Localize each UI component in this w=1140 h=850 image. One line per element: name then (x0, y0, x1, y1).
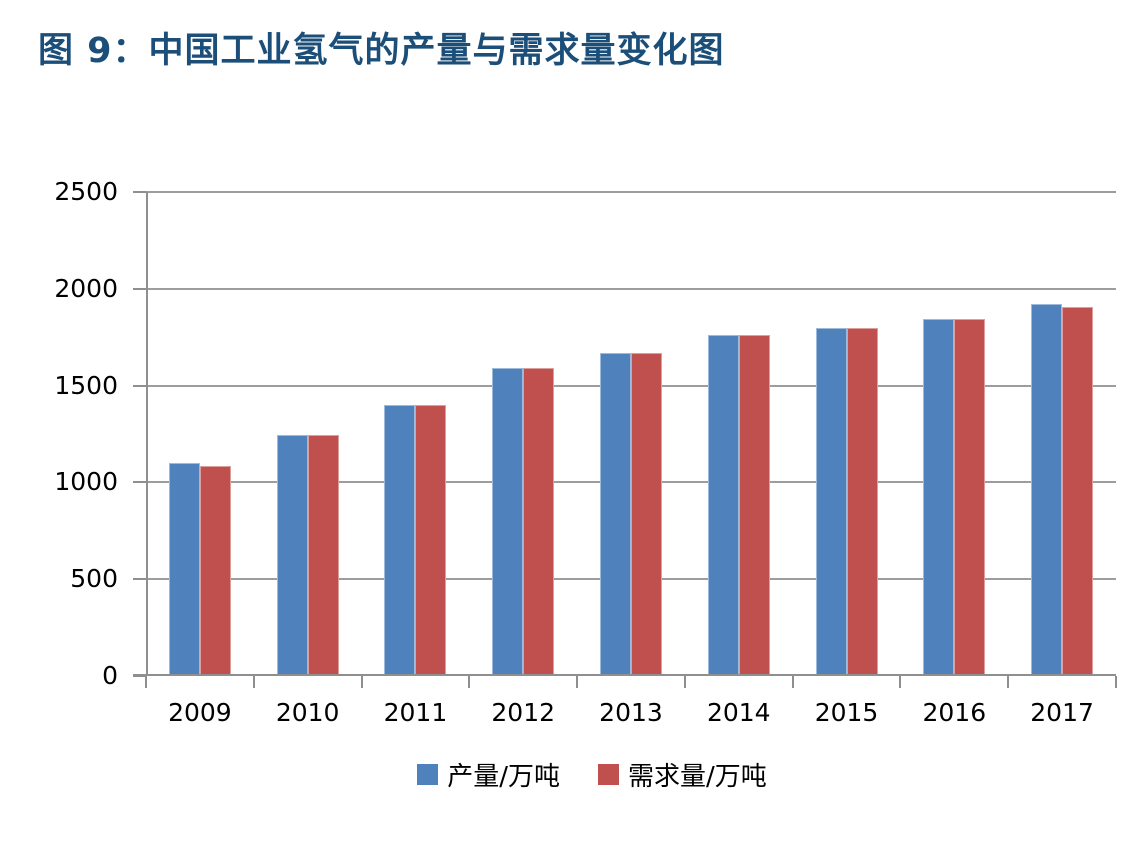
legend-swatch-production (417, 764, 439, 785)
legend-label-production: 产量/万吨 (447, 762, 560, 792)
y-axis-tick-2500 (133, 191, 146, 193)
bar-production-2013 (599, 352, 631, 676)
y-axis-tick-0 (133, 675, 146, 677)
bar-group-2011 (362, 192, 470, 676)
bar-demand-2017 (1062, 307, 1094, 676)
y-axis-label-500: 500 (70, 564, 118, 594)
y-axis-tick-2000 (133, 287, 146, 290)
bar-group-2015 (793, 192, 901, 676)
bar-production-2010 (276, 434, 308, 676)
legend-item-demand: 需求量/万吨 (598, 756, 767, 793)
y-axis-label-1000: 1000 (54, 467, 118, 497)
figure-title: 图 9：中国工业氢气的产量与需求量变化图 (38, 31, 725, 71)
x-axis-tick-6 (791, 676, 794, 688)
legend-label-demand: 需求量/万吨 (628, 762, 767, 792)
x-axis-label-2009: 2009 (168, 698, 232, 727)
x-axis-tick-1 (252, 676, 255, 688)
gridline-2500 (146, 191, 1116, 193)
bar-demand-2015 (846, 327, 878, 676)
y-axis-line (146, 192, 148, 676)
bar-demand-2009 (199, 465, 231, 676)
plot-area (133, 191, 1116, 676)
legend-item-production: 产量/万吨 (417, 756, 560, 793)
x-axis-tick-3 (468, 676, 471, 688)
y-axis-label-2000: 2000 (54, 273, 118, 303)
x-axis-label-2014: 2014 (706, 698, 771, 727)
x-axis-label-2010: 2010 (275, 698, 340, 727)
x-axis-label-2013: 2013 (599, 698, 663, 727)
bar-group-2014 (685, 192, 793, 676)
bar-production-2016 (923, 318, 955, 676)
bar-production-2014 (707, 335, 739, 676)
bar-demand-2016 (954, 318, 986, 676)
x-axis-tick-2 (360, 676, 363, 688)
bar-group-2013 (577, 192, 685, 676)
bar-group-2009 (146, 192, 254, 676)
y-axis-label-1500: 1500 (54, 370, 118, 400)
bar-group-2016 (900, 192, 1008, 676)
x-axis-tick-8 (1007, 676, 1010, 688)
x-axis-line (133, 674, 1116, 676)
bar-demand-2014 (738, 335, 770, 676)
bar-production-2009 (168, 463, 200, 676)
y-axis-tick-500 (133, 578, 146, 581)
bar-demand-2011 (415, 404, 447, 676)
x-axis-label-2011: 2011 (383, 698, 448, 727)
bar-production-2011 (384, 404, 416, 676)
x-axis-label-2015: 2015 (814, 698, 879, 727)
x-axis-tick-7 (899, 676, 902, 688)
bar-group-2010 (254, 192, 362, 676)
chart-legend: 产量/万吨 需求量/万吨 (22, 756, 1140, 793)
x-axis-tick-0 (145, 676, 147, 688)
x-axis-label-2016: 2016 (922, 698, 987, 727)
bar-group-2017 (1008, 192, 1116, 676)
x-axis-label-2012: 2012 (491, 698, 556, 727)
y-axis-tick-1500 (133, 384, 146, 387)
legend-swatch-demand (598, 764, 619, 785)
x-axis-label-2017: 2017 (1030, 698, 1094, 727)
y-axis-tick-1000 (133, 481, 146, 484)
bar-group-2012 (469, 192, 577, 676)
bar-production-2015 (815, 327, 847, 676)
x-axis-tick-9 (1115, 676, 1117, 688)
bar-demand-2013 (630, 352, 662, 676)
bar-demand-2012 (523, 368, 555, 676)
y-axis-label-2500: 2500 (54, 177, 118, 206)
gridline-2000 (146, 287, 1116, 290)
y-axis-label-0: 0 (102, 661, 118, 690)
bar-demand-2010 (307, 434, 339, 676)
x-axis-tick-4 (576, 676, 579, 688)
bar-production-2012 (492, 368, 524, 676)
bar-production-2017 (1031, 304, 1063, 676)
x-axis-tick-5 (683, 676, 686, 688)
